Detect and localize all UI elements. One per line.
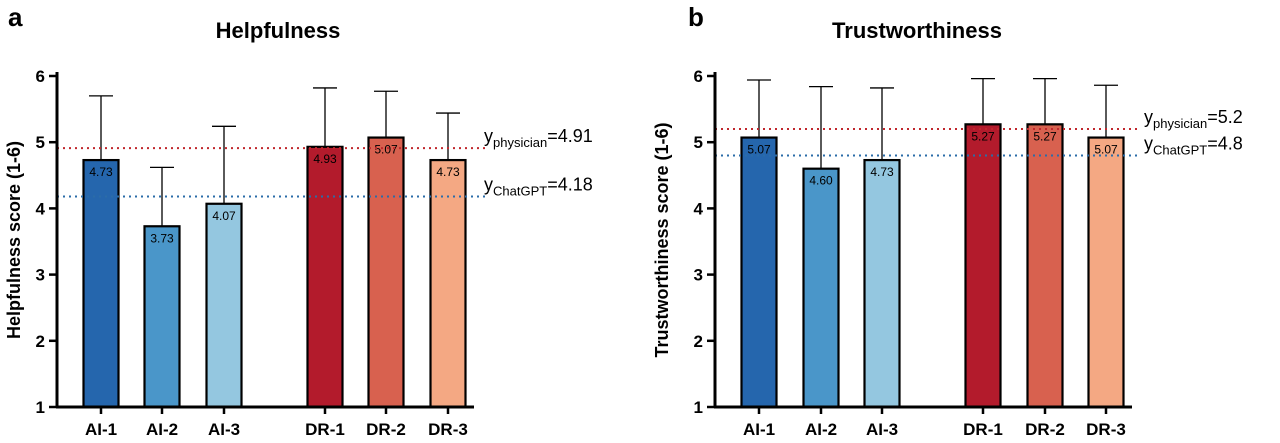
panel-b: b Trustworthiness Trustworthiness score … [652,2,1243,439]
x-tick-label: AI-1 [85,420,117,439]
y-tick-label: 6 [694,67,703,86]
y-tick-label: 4 [36,199,46,218]
bar [740,136,778,409]
bar [1026,123,1064,409]
x-tick-label: DR-1 [305,420,345,439]
bar [964,123,1002,409]
x-tick-label: AI-2 [146,420,178,439]
chart-title: Trustworthiness [832,18,1002,43]
x-tick-label: DR-3 [428,420,468,439]
bar [863,158,901,409]
y-tick-label: 3 [694,266,703,285]
panel-a: a Helpfulness Helpfulness score (1-6) 4.… [4,2,593,439]
reference-label: yphysician=4.91 [484,126,593,150]
plot-area: 5.07 4.60 4.73 5.27 5.27 5.07 yphysician=5.2yC… [694,67,1243,439]
data-label: 5.07 [747,143,771,157]
x-tick-label: AI-3 [866,420,898,439]
y-tick-label: 6 [36,67,45,86]
y-tick-label: 1 [694,398,703,417]
data-label: 4.73 [870,165,894,179]
y-axis-title: Trustworthiness score (1-6) [652,122,672,357]
plot-area: 4.73 3.73 4.07 4.93 5.07 4.73 yphysician=4.91 y… [36,67,593,439]
data-label: 5.07 [374,143,398,157]
data-label: 4.73 [89,165,113,179]
y-tick-label: 4 [694,199,704,218]
data-label: 5.07 [1094,143,1118,157]
data-label: 3.73 [150,231,174,245]
bar [306,145,344,409]
bar [143,225,181,409]
bar [1087,136,1125,409]
reference-label: yChatGPT=4.8 [1144,133,1243,157]
bar [367,136,405,409]
x-tick-label: DR-1 [963,420,1003,439]
y-tick-label: 5 [36,133,45,152]
reference-label: yChatGPT=4.18 [484,174,593,198]
bar [82,158,120,409]
bar [429,158,467,409]
y-tick-label: 2 [694,332,703,351]
data-label: 4.93 [313,152,337,166]
y-axis-title: Helpfulness score (1-6) [4,141,24,339]
x-tick-label: AI-2 [805,420,837,439]
bar [802,167,840,409]
y-tick-label: 1 [36,398,45,417]
panel-label: a [8,2,23,32]
x-tick-label: AI-1 [743,420,775,439]
y-tick-label: 3 [36,266,45,285]
data-label: 5.27 [971,129,995,143]
data-label: 4.73 [436,165,460,179]
x-tick-label: AI-3 [208,420,240,439]
bar [205,202,243,409]
data-label: 5.27 [1033,129,1057,143]
data-label: 4.07 [212,209,236,223]
panel-label: b [688,2,704,32]
x-tick-label: DR-3 [1086,420,1126,439]
y-tick-label: 2 [36,332,45,351]
x-tick-label: DR-2 [1025,420,1065,439]
chart-title: Helpfulness [216,18,341,43]
y-tick-label: 5 [694,133,703,152]
reference-label: yphysician=5.2 [1144,107,1243,131]
data-label: 4.60 [809,174,833,188]
x-tick-label: DR-2 [366,420,406,439]
